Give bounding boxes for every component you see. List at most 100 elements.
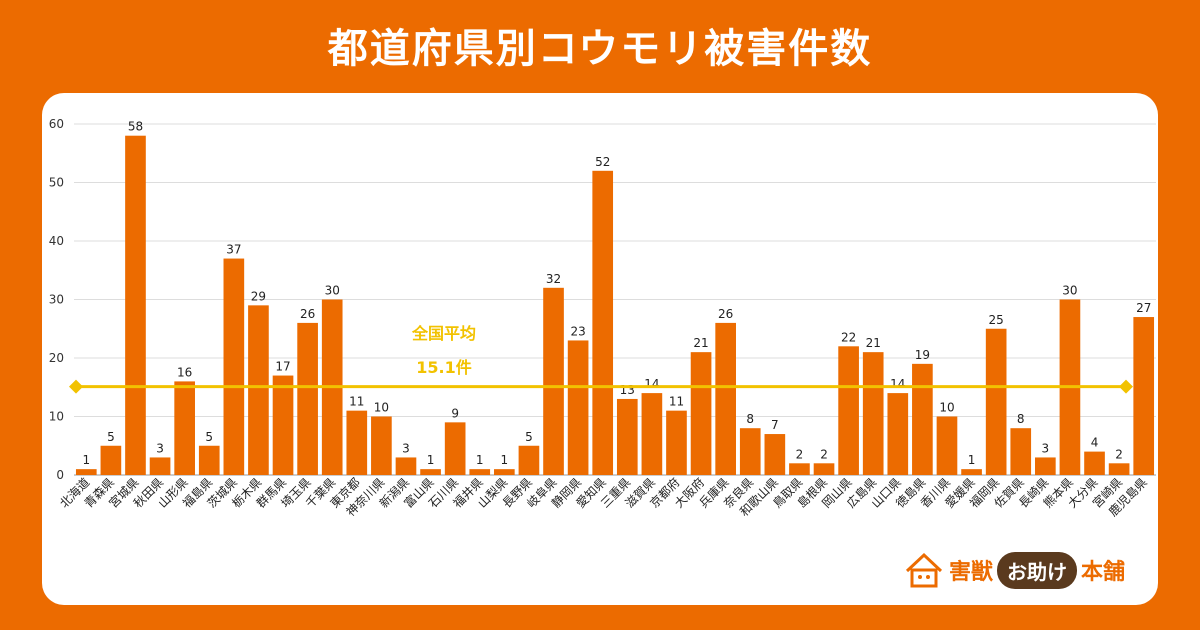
bar: [690, 352, 712, 475]
bar-value-label: 37: [226, 243, 241, 257]
average-label: 全国平均: [411, 324, 476, 343]
bar: [1010, 428, 1032, 475]
bar: [862, 352, 884, 475]
bar-value-label: 8: [746, 412, 754, 426]
average-value-label: 15.1件: [416, 358, 471, 377]
bar-value-label: 29: [251, 289, 266, 303]
y-tick-label: 40: [49, 234, 64, 248]
bar-value-label: 30: [325, 284, 340, 298]
bar-value-label: 9: [451, 406, 459, 420]
bar: [494, 469, 515, 475]
bar: [1108, 463, 1130, 475]
page-title: 都道府県別コウモリ被害件数: [327, 26, 873, 72]
bar: [838, 346, 859, 475]
bar: [567, 340, 589, 475]
bar: [641, 393, 663, 475]
bar-value-label: 3: [1042, 441, 1050, 455]
bar: [789, 463, 810, 475]
bar-value-label: 4: [1091, 436, 1099, 450]
bar: [887, 393, 909, 475]
bar-value-label: 11: [669, 395, 684, 409]
bar-value-label: 58: [128, 120, 143, 134]
y-tick-label: 50: [49, 176, 64, 190]
bar: [223, 258, 245, 475]
bar-value-label: 11: [349, 395, 364, 409]
bar: [764, 434, 786, 475]
bar-value-label: 2: [820, 447, 828, 461]
bar: [444, 422, 466, 475]
bar-value-label: 1: [501, 453, 509, 467]
bar: [174, 381, 195, 475]
bar-value-label: 13: [620, 383, 635, 397]
bar: [1035, 457, 1056, 475]
bar: [543, 287, 564, 475]
bar-value-label: 27: [1136, 301, 1151, 315]
bar-value-label: 21: [693, 336, 708, 350]
bar-value-label: 5: [525, 430, 533, 444]
bar: [739, 428, 761, 475]
bar-value-label: 7: [771, 418, 779, 432]
bar: [616, 398, 638, 475]
bar: [1084, 451, 1105, 475]
bar: [297, 322, 318, 475]
bar: [198, 445, 220, 475]
bar: [272, 375, 294, 475]
bar: [518, 445, 540, 475]
bar-value-label: 3: [156, 441, 164, 455]
logo-text-1: 害獣: [949, 560, 994, 585]
bar: [395, 457, 417, 475]
bar-value-label: 26: [718, 307, 733, 321]
bar-value-label: 5: [205, 430, 213, 444]
bar-value-label: 1: [968, 453, 976, 467]
bar-value-label: 23: [570, 324, 585, 338]
bar: [1133, 317, 1155, 475]
bar: [961, 469, 982, 475]
bar-value-label: 10: [374, 401, 389, 415]
bar: [666, 410, 687, 475]
logo-text-3: 本舗: [1081, 560, 1126, 585]
bar: [912, 363, 933, 475]
y-tick-label: 30: [49, 293, 64, 307]
average-marker: [1119, 379, 1133, 394]
bar-value-label: 17: [275, 360, 290, 374]
bar: [813, 463, 835, 475]
house-icon: [905, 552, 943, 588]
bar-value-label: 1: [427, 453, 435, 467]
y-tick-label: 0: [56, 468, 64, 482]
bar-value-label: 32: [546, 272, 561, 286]
bar: [420, 469, 441, 475]
bar-value-label: 30: [1062, 284, 1077, 298]
average-marker: [69, 379, 83, 394]
bar-value-label: 1: [476, 453, 484, 467]
bar-value-label: 21: [866, 336, 881, 350]
bar-value-label: 1: [82, 453, 90, 467]
bar-value-label: 14: [890, 377, 905, 391]
chart-panel: 0 10 20 30 40 50 60 1 北海道 5 青森県 58 宮城県 3 秋田県 16 山形県 5 福島県 3…: [42, 93, 1158, 605]
bar: [936, 416, 958, 475]
bar: [592, 170, 614, 476]
bar: [100, 445, 122, 475]
bar-value-label: 8: [1017, 412, 1025, 426]
y-tick-label: 60: [49, 117, 64, 131]
bar: [125, 135, 146, 475]
bar-value-label: 2: [796, 447, 804, 461]
bar-value-label: 2: [1115, 447, 1123, 461]
bar-value-label: 22: [841, 330, 856, 344]
bar-value-label: 3: [402, 441, 410, 455]
y-tick-label: 10: [49, 410, 64, 424]
bar-value-label: 16: [177, 365, 192, 379]
bar: [248, 305, 269, 475]
logo-text-2: お助け: [997, 551, 1078, 589]
bar-value-label: 14: [644, 377, 659, 391]
bar-chart: 01020304050601北海道5青森県58宮城県3秋田県16山形県5福島県3…: [49, 117, 1156, 519]
bar: [985, 328, 1007, 475]
bar: [149, 457, 171, 475]
y-tick-label: 20: [49, 351, 64, 365]
bar: [371, 416, 392, 475]
bar-value-label: 26: [300, 307, 315, 321]
bar-value-label: 5: [107, 430, 115, 444]
bar-value-label: 52: [595, 155, 610, 169]
bar-value-label: 25: [989, 313, 1004, 327]
bar: [469, 469, 491, 475]
brand-logo[interactable]: 害獣 お助け 本舗: [903, 545, 1125, 595]
